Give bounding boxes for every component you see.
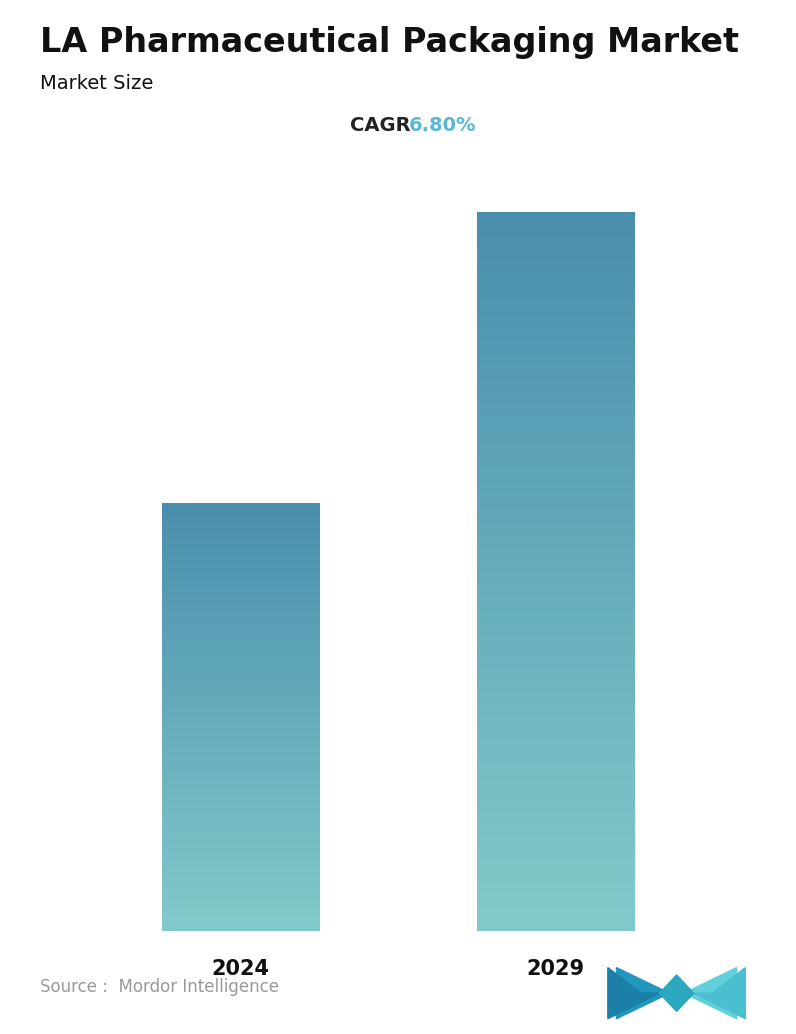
Text: Source :  Mordor Intelligence: Source : Mordor Intelligence (40, 978, 279, 997)
Polygon shape (684, 968, 737, 1018)
Text: CAGR: CAGR (350, 116, 424, 134)
Text: Market Size: Market Size (40, 74, 153, 93)
Polygon shape (694, 968, 745, 1018)
Polygon shape (659, 975, 694, 1011)
Text: 6.80%: 6.80% (408, 116, 476, 134)
Polygon shape (608, 968, 659, 1018)
Polygon shape (616, 968, 669, 1018)
Text: 2024: 2024 (212, 960, 269, 979)
Text: LA Pharmaceutical Packaging Market: LA Pharmaceutical Packaging Market (40, 26, 739, 59)
Text: 2029: 2029 (526, 960, 585, 979)
